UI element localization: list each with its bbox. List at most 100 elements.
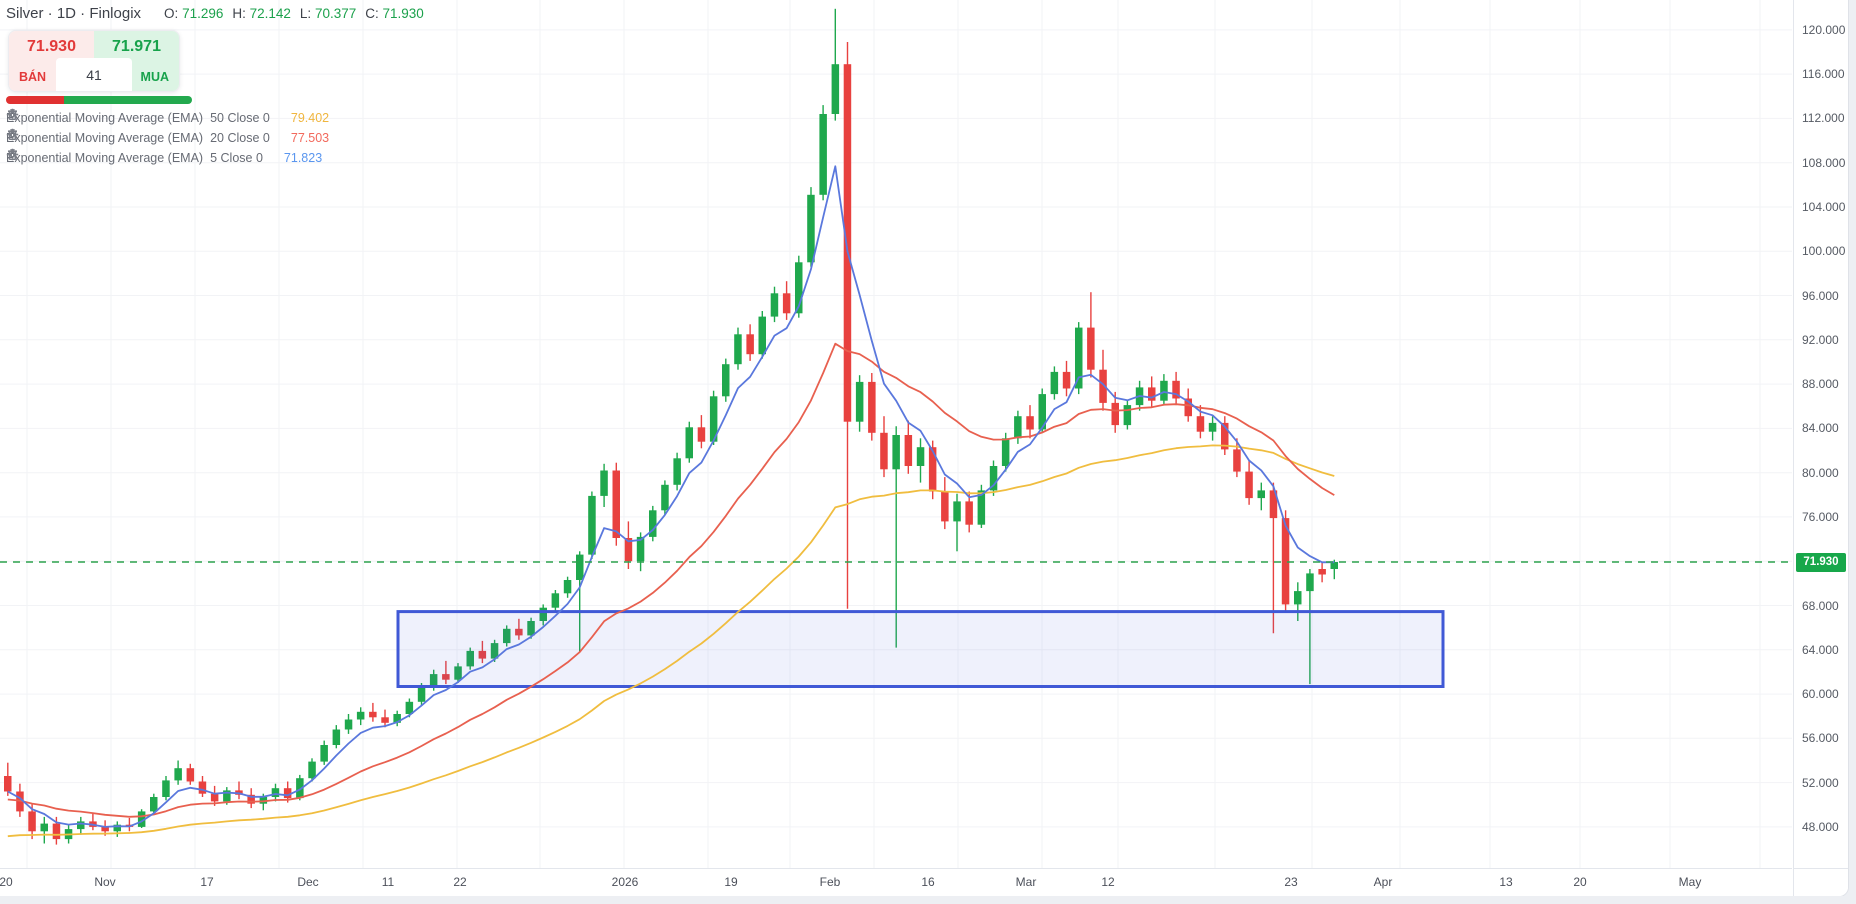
vertical-gridlines: [26, 0, 1761, 868]
price-tick: 112.000: [1802, 111, 1845, 126]
candle-body: [551, 593, 560, 608]
candle-body: [1184, 398, 1192, 417]
price-tick: 48.000: [1802, 819, 1839, 834]
candle-body: [466, 650, 474, 667]
candle-body: [137, 811, 146, 827]
candle-body: [271, 788, 280, 797]
indicator-name[interactable]: Exponential Moving Average (EMA): [6, 131, 204, 145]
candle-body: [259, 797, 268, 804]
candlestick-chart[interactable]: [0, 0, 1792, 868]
ohlc-readout: O: 71.296 H: 72.142 L: 70.377 C: 71.930: [155, 6, 424, 21]
candle-body: [247, 794, 255, 804]
open-label: O:: [164, 6, 179, 21]
close-value: 71.930: [382, 6, 424, 21]
time-tick: 17: [200, 875, 214, 889]
price-axis[interactable]: 120.000 116.000 112.000 108.000 104.000 100.0…: [1793, 0, 1848, 868]
candle-body: [649, 510, 657, 537]
price-tick: 76.000: [1802, 509, 1839, 524]
low-label: L:: [299, 6, 312, 21]
price-tick: 104.000: [1802, 200, 1846, 214]
candle-body: [588, 495, 596, 555]
candle-body: [52, 823, 61, 840]
price-tick: 92.000: [1802, 332, 1839, 347]
candle-body: [1281, 518, 1290, 605]
candle-body: [1062, 371, 1071, 389]
candle-body: [1050, 371, 1059, 395]
candle-body: [1233, 449, 1241, 472]
time-tick: 2026: [611, 875, 639, 889]
candle-body: [223, 790, 231, 802]
high-label: H:: [232, 6, 246, 21]
price-tick: 100.000: [1802, 244, 1846, 259]
price-tick: 84.000: [1802, 421, 1839, 436]
time-tick: Apr: [1373, 875, 1393, 889]
indicator-name[interactable]: Exponential Moving Average (EMA): [6, 151, 204, 165]
chart-pane[interactable]: Silver · 1D · Finlogix O: 71.296 H: 72.142…: [0, 0, 1792, 868]
candle-body: [308, 761, 316, 779]
candle-body: [892, 435, 900, 470]
candle-body: [831, 64, 840, 114]
candlestick-series: [4, 8, 1338, 845]
candle-body: [1269, 490, 1278, 519]
current-price-badge: 71.930: [1796, 552, 1846, 572]
candle-body: [1257, 490, 1265, 499]
indicator-row-ema5: Exponential Moving Average (EMA) 5 Close …: [6, 148, 322, 168]
candle-body: [941, 491, 949, 522]
candle-body: [685, 427, 693, 459]
candle-body: [1123, 405, 1132, 426]
candle-body: [600, 470, 608, 496]
candle-body: [4, 776, 12, 792]
candle-body: [1318, 569, 1326, 575]
candle-body: [162, 780, 170, 797]
time-tick: 20: [1573, 875, 1587, 889]
time-tick: 11: [381, 875, 395, 889]
price-tick: 88.000: [1802, 377, 1839, 392]
candle-body: [1026, 416, 1034, 430]
candle-body: [782, 293, 791, 314]
time-tick: Dec: [297, 875, 319, 889]
indicator-params: 20 Close 0: [210, 131, 270, 145]
candle-body: [320, 745, 328, 762]
candle-body: [1221, 422, 1229, 450]
candle-body: [989, 466, 998, 491]
time-axis[interactable]: 20 Nov 17 Dec 11 22 2026 19 Feb 16 Mar 12 23 Apr 13 20 M…: [0, 868, 1792, 896]
price-tick: 108.000: [1802, 155, 1846, 170]
candle-body: [1306, 573, 1314, 592]
candle-body: [198, 781, 207, 794]
candle-body: [1001, 438, 1010, 466]
candle-body: [381, 717, 389, 723]
candle-body: [356, 711, 365, 720]
candle-body: [28, 811, 36, 832]
candle-body: [904, 435, 913, 466]
candle-body: [1111, 402, 1119, 426]
price-tick: 64.000: [1802, 642, 1839, 657]
ema-5-line: [7, 165, 1335, 828]
candle-body: [916, 447, 925, 466]
candle-body: [758, 316, 766, 355]
candle-body: [928, 447, 937, 492]
candle-body: [819, 114, 827, 195]
candle-body: [454, 666, 462, 680]
candle-body: [1014, 416, 1022, 439]
support-zone-rectangle[interactable]: [396, 610, 1445, 688]
candle-body: [709, 396, 718, 442]
candle-body: [174, 768, 182, 781]
candle-body: [393, 714, 401, 723]
candle-body: [515, 628, 523, 636]
candle-body: [855, 381, 864, 422]
candle-body: [624, 538, 633, 562]
candle-body: [405, 701, 414, 714]
high-value: 72.142: [249, 6, 291, 21]
candle-body: [186, 768, 195, 782]
indicator-name[interactable]: Exponential Moving Average (EMA): [6, 111, 204, 125]
price-tick: 80.000: [1802, 465, 1839, 480]
candle-body: [490, 643, 499, 659]
symbol-title[interactable]: Silver · 1D · Finlogix: [6, 5, 142, 22]
indicator-value: 77.503: [290, 131, 330, 145]
indicator-params: 5 Close 0: [210, 151, 263, 165]
open-value: 71.296: [182, 6, 224, 21]
time-tick: 16: [921, 875, 935, 889]
symbol-header: Silver · 1D · Finlogix O: 71.296 H: 72.142…: [6, 5, 424, 22]
